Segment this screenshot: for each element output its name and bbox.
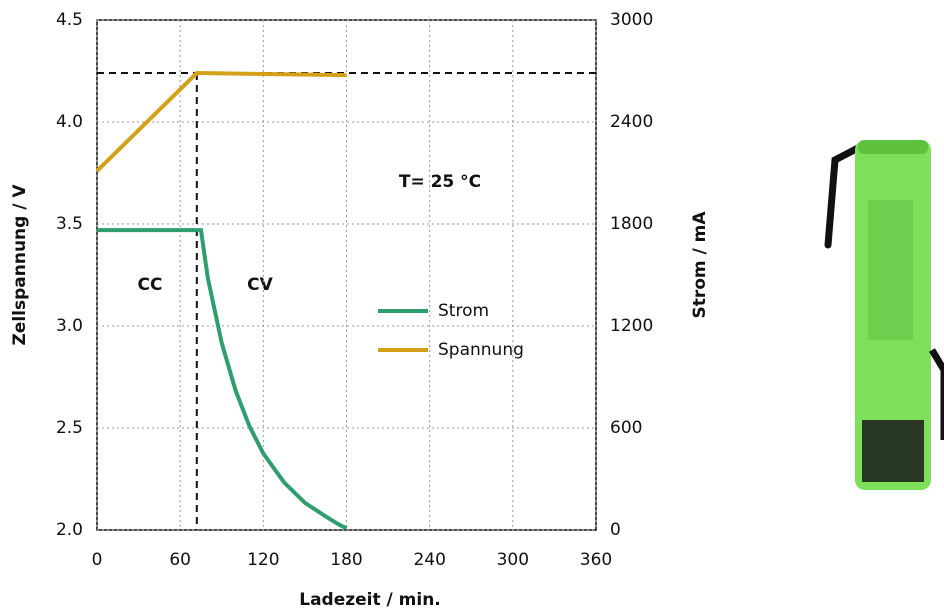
battery-illustration xyxy=(824,140,944,490)
annotation: CC xyxy=(138,275,163,295)
y-tick-label: 2.5 xyxy=(56,418,83,438)
series-line xyxy=(97,228,348,531)
y2-tick-label: 1200 xyxy=(610,316,653,336)
legend-label: Spannung xyxy=(438,340,524,360)
y-tick-label: 3.0 xyxy=(56,316,83,336)
x-tick-label: 180 xyxy=(330,550,362,570)
x-tick-label: 360 xyxy=(580,550,612,570)
y-tick-label: 4.0 xyxy=(56,112,83,132)
legend-label: Strom xyxy=(438,301,489,321)
x-axis-title: Ladezeit / min. xyxy=(299,590,441,610)
series-line xyxy=(95,71,347,173)
x-tick-label: 0 xyxy=(92,550,103,570)
y-tick-label: 3.5 xyxy=(56,214,83,234)
x-tick-label: 240 xyxy=(413,550,445,570)
x-tick-label: 300 xyxy=(497,550,529,570)
y2-tick-label: 1800 xyxy=(610,214,653,234)
y2-tick-label: 600 xyxy=(610,418,642,438)
annotation: CV xyxy=(247,275,273,295)
y2-tick-label: 2400 xyxy=(610,112,653,132)
annotation: T= 25 °C xyxy=(399,172,481,192)
y2-tick-label: 0 xyxy=(610,520,621,540)
x-tick-label: 60 xyxy=(169,550,191,570)
y-axis-title: Zellspannung / V xyxy=(10,184,30,346)
y-tick-label: 2.0 xyxy=(56,520,83,540)
y2-axis-title: Strom / mA xyxy=(690,211,710,319)
y2-tick-label: 3000 xyxy=(610,10,653,30)
y-tick-label: 4.5 xyxy=(56,10,83,30)
x-tick-label: 120 xyxy=(247,550,279,570)
